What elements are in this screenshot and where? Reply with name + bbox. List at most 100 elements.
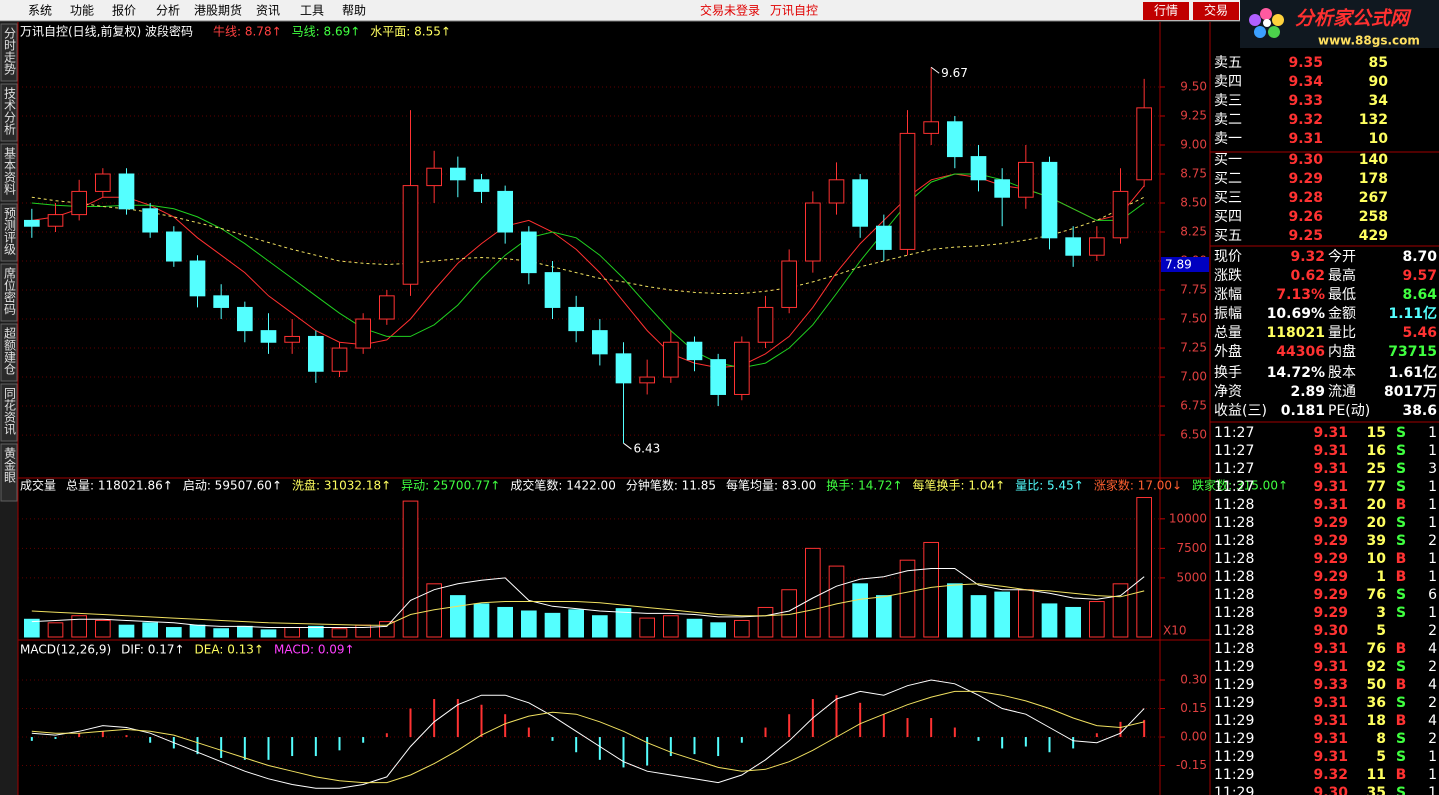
book-label: 卖四 <box>1214 74 1242 90</box>
ma-line <box>31 173 1145 369</box>
volume-bar <box>331 628 348 638</box>
stat-label: 总量 <box>1214 325 1242 341</box>
tick-time: 11:27 <box>1214 479 1254 495</box>
candle-body <box>852 179 869 227</box>
book-volume: 178 <box>1359 171 1388 187</box>
status-text: 交易未登录 <box>700 3 760 18</box>
tick-volume: 10 <box>1367 551 1387 567</box>
book-label: 卖三 <box>1214 93 1242 109</box>
volume-bar <box>260 629 277 638</box>
tick-time: 11:29 <box>1214 731 1254 747</box>
candle-body <box>378 295 395 320</box>
volume-bar <box>1065 606 1082 638</box>
book-price: 9.34 <box>1288 74 1323 90</box>
book-label: 卖五 <box>1214 55 1242 71</box>
y-tick-label: 7500 <box>1176 541 1207 555</box>
chart-title: 万讯自控(日线,前复权) 波段密码 <box>20 24 193 39</box>
side-tab-label[interactable]: 席位密码 <box>3 266 17 315</box>
menu-item[interactable]: 工具 <box>300 4 324 18</box>
menu-item[interactable]: 系统 <box>28 4 52 18</box>
volume-ma-line <box>31 583 1145 626</box>
stat-value: 73715 <box>1388 344 1437 360</box>
volume-bar <box>284 627 301 638</box>
indicator: 成交量 <box>20 478 56 493</box>
side-tab-label[interactable]: 同花资讯 <box>3 387 17 436</box>
stat-value: 9.57 <box>1402 268 1437 284</box>
side-tab[interactable] <box>0 83 18 142</box>
menu-item[interactable]: 分析 <box>156 4 180 18</box>
book-volume: 10 <box>1369 131 1389 147</box>
side-tab[interactable] <box>0 383 18 442</box>
volume-bar <box>710 622 727 638</box>
stat-value: 38.6 <box>1402 403 1437 419</box>
tick-side: S <box>1396 587 1406 603</box>
tick-side: S <box>1396 515 1406 531</box>
tick-price: 9.31 <box>1313 749 1348 765</box>
tick-count: 4 <box>1428 713 1437 729</box>
tick-count: 2 <box>1428 533 1437 549</box>
side-tab-label[interactable]: 预测评级 <box>3 207 17 255</box>
stat-label: 净资 <box>1214 384 1242 400</box>
tick-side: B <box>1396 569 1407 585</box>
side-tab-label[interactable]: 黄金眼 <box>3 447 17 483</box>
tick-time: 11:28 <box>1214 605 1254 621</box>
candle-body <box>1112 190 1129 239</box>
indicator: 总量: 118021.86↑ <box>66 479 173 493</box>
tick-time: 11:28 <box>1214 569 1254 585</box>
tick-volume: 1 <box>1376 569 1386 585</box>
side-tab-label[interactable]: 分时走势 <box>3 27 17 75</box>
side-tab[interactable] <box>0 143 18 202</box>
pointer <box>623 442 632 450</box>
stat-value: 0.62 <box>1290 268 1325 284</box>
side-tab[interactable] <box>0 203 18 262</box>
tick-price: 9.31 <box>1313 713 1348 729</box>
tick-price: 9.29 <box>1313 569 1348 585</box>
status-text: 万讯自控 <box>770 4 818 18</box>
side-tab-label[interactable]: 技术分析 <box>3 87 17 136</box>
candle-body <box>236 306 253 332</box>
volume-bar <box>1017 589 1034 638</box>
macd-line <box>31 679 1145 789</box>
tick-count: 1 <box>1428 785 1437 795</box>
tick-price: 9.29 <box>1313 515 1348 531</box>
tick-time: 11:29 <box>1214 695 1254 711</box>
button[interactable]: 行情 <box>1154 4 1178 18</box>
tick-side: B <box>1396 497 1407 513</box>
tick-count: 1 <box>1428 767 1437 783</box>
side-tab-label[interactable]: 超额建仓 <box>3 326 17 375</box>
indicator: 马线: 8.69↑ <box>292 25 361 39</box>
stat-value: 0.181 <box>1281 403 1325 419</box>
side-tab[interactable] <box>0 443 18 502</box>
indicator: 洗盘: 31032.18↑ <box>292 478 391 493</box>
menu-item[interactable]: 报价 <box>112 3 136 18</box>
candle-body <box>118 173 135 210</box>
tick-count: 1 <box>1428 569 1437 585</box>
menu-item[interactable]: 港股期货 <box>194 3 242 18</box>
side-tab[interactable] <box>0 263 18 322</box>
tick-time: 11:27 <box>1214 443 1254 459</box>
tick-volume: 39 <box>1367 533 1386 549</box>
volume-bar <box>142 622 159 638</box>
logo-url: www.88gs.com <box>1318 34 1420 48</box>
side-tab[interactable] <box>0 323 18 382</box>
menu-item[interactable]: 资讯 <box>256 4 280 18</box>
stat-label: 振幅 <box>1214 306 1242 322</box>
side-tab-label[interactable]: 基本资料 <box>3 147 17 195</box>
menu-item[interactable]: 帮助 <box>342 4 366 18</box>
tick-time: 11:29 <box>1214 677 1254 693</box>
stat-value: 14.72% <box>1267 365 1325 381</box>
logo-box <box>1240 0 1439 48</box>
candle-body <box>355 318 372 349</box>
y-tick-label: 10000 <box>1169 511 1207 525</box>
tick-price: 9.31 <box>1313 497 1348 513</box>
y-tick-label: 5000 <box>1176 570 1207 584</box>
tick-volume: 15 <box>1367 425 1386 441</box>
stat-value: 118021 <box>1267 325 1325 341</box>
button-bg[interactable] <box>1143 2 1189 20</box>
button-bg[interactable] <box>1193 2 1239 20</box>
side-tab[interactable] <box>0 23 18 82</box>
menu-item[interactable]: 功能 <box>70 4 94 18</box>
tick-side: S <box>1396 479 1406 495</box>
button[interactable]: 交易 <box>1204 3 1228 18</box>
